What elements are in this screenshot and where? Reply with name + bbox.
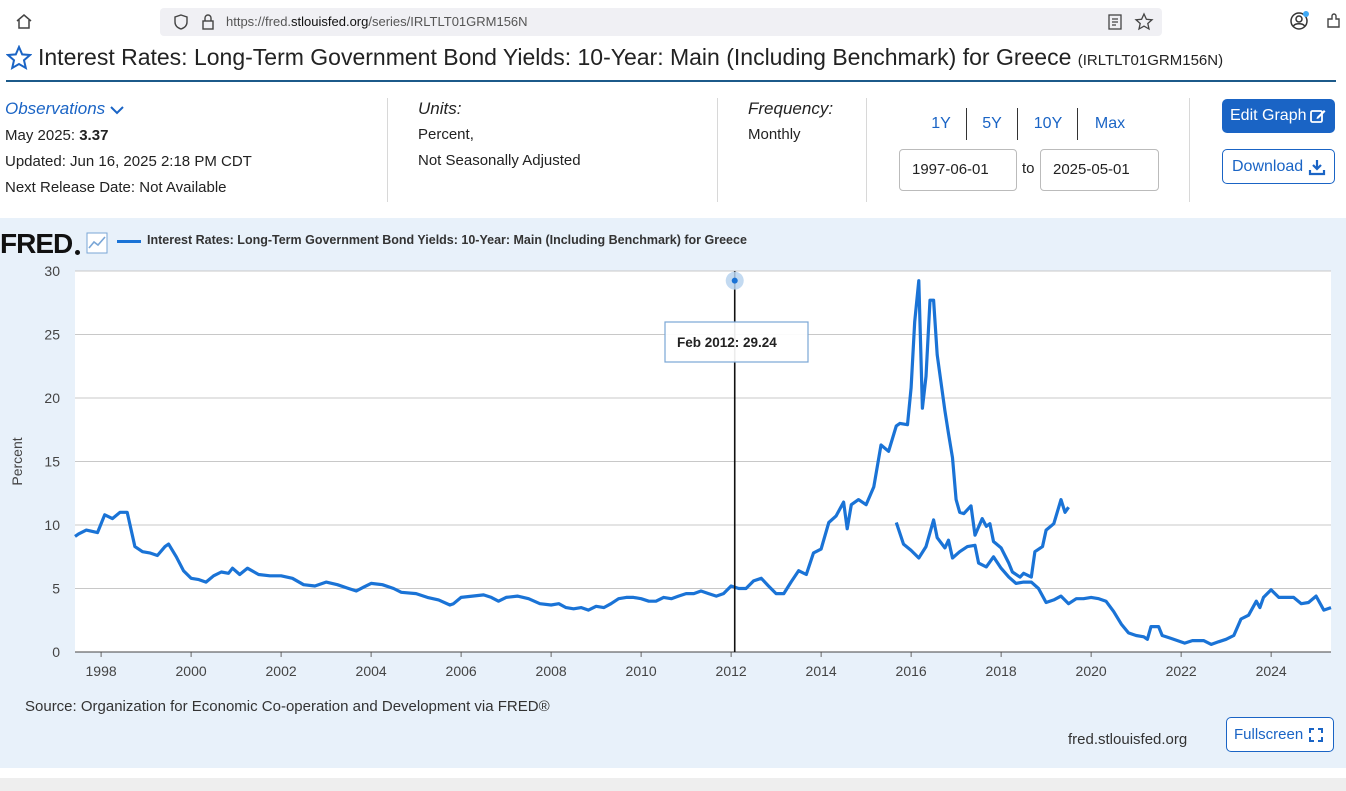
extensions-icon[interactable] (1324, 11, 1344, 31)
x-tick-label: 2024 (1256, 663, 1287, 679)
updated-text: Updated: Jun 16, 2025 2:18 PM CDT (5, 153, 252, 170)
units-label: Units: (418, 99, 462, 118)
divider (866, 98, 867, 202)
graph-panel: FRED Interest Rates: Long-Term Governmen… (0, 218, 1346, 768)
y-tick-label: 0 (52, 644, 60, 660)
y-tick-label: 20 (44, 390, 60, 406)
x-tick-label: 2004 (356, 663, 387, 679)
units-value-2: Not Seasonally Adjusted (418, 152, 581, 169)
hover-point (731, 277, 738, 284)
x-tick-label: 2012 (716, 663, 747, 679)
tooltip-box (664, 321, 809, 363)
source-text: Source: Organization for Economic Co-ope… (25, 698, 550, 715)
page-title: Interest Rates: Long-Term Government Bon… (38, 44, 1223, 71)
range-10y-button[interactable]: 10Y (1033, 115, 1063, 132)
series-title: Interest Rates: Long-Term Government Bon… (38, 44, 1072, 70)
divider (1189, 98, 1190, 202)
frequency-label: Frequency: (748, 99, 834, 118)
download-icon (1308, 160, 1326, 176)
y-axis-label: Percent (9, 437, 25, 485)
x-tick-label: 1998 (86, 663, 117, 679)
bookmark-star-icon[interactable] (1134, 12, 1154, 32)
shield-icon[interactable] (172, 13, 190, 31)
series-line (74, 279, 1070, 612)
start-date-input[interactable]: 1997-06-01 (899, 149, 1017, 191)
observations-toggle[interactable]: Observations (5, 96, 252, 123)
fullscreen-label: Fullscreen (1234, 726, 1304, 743)
y-tick-label: 25 (44, 327, 60, 343)
observation-date: May 2025: (5, 127, 76, 144)
lock-icon[interactable] (200, 13, 216, 31)
range-1y-button[interactable]: 1Y (931, 115, 951, 132)
divider (717, 98, 718, 202)
url-domain: stlouisfed.org (291, 14, 369, 29)
observation-value: 3.37 (79, 127, 109, 144)
tooltip-date: Feb 2012: (677, 335, 743, 350)
units-block: Units: Percent, Not Seasonally Adjusted (418, 96, 581, 174)
url-path: /series/IRLTLT01GRM156N (368, 14, 528, 29)
account-icon[interactable] (1288, 10, 1310, 32)
url-bar[interactable]: https://fred.stlouisfed.org/series/IRLTL… (160, 8, 1162, 36)
y-tick-label: 10 (44, 517, 60, 533)
series-title-row: Interest Rates: Long-Term Government Bon… (6, 42, 1336, 82)
x-tick-label: 2002 (266, 663, 297, 679)
edit-graph-button[interactable]: Edit Graph (1222, 99, 1335, 133)
home-icon[interactable] (14, 12, 34, 32)
favorite-star-icon[interactable] (6, 45, 32, 71)
legend-swatch (117, 240, 141, 243)
range-5y-button[interactable]: 5Y (982, 115, 1002, 132)
fullscreen-icon (1309, 728, 1324, 743)
y-tick-label: 30 (44, 263, 60, 279)
url-text[interactable]: https://fred.stlouisfed.org/series/IRLTL… (226, 14, 528, 29)
edit-icon (1310, 110, 1326, 123)
chart-trend-icon (86, 232, 108, 254)
edit-graph-label: Edit Graph (1230, 107, 1307, 124)
x-tick-label: 2006 (446, 663, 477, 679)
range-max-button[interactable]: Max (1094, 115, 1126, 132)
y-tick-label: 5 (52, 581, 60, 597)
download-button[interactable]: Download (1222, 149, 1335, 184)
x-tick-label: 2018 (986, 663, 1017, 679)
x-tick-label: 2014 (806, 663, 837, 679)
to-label: to (1022, 160, 1035, 177)
series-line (894, 518, 1332, 646)
reader-view-icon[interactable] (1106, 13, 1124, 31)
x-tick-label: 2020 (1076, 663, 1107, 679)
url-prefix: https://fred. (226, 14, 292, 29)
frequency-block: Frequency: Monthly (748, 96, 833, 148)
series-code: (IRLTLT01GRM156N) (1077, 52, 1224, 69)
legend-label: Interest Rates: Long-Term Government Bon… (147, 233, 747, 247)
browser-toolbar: https://fred.stlouisfed.org/series/IRLTL… (0, 0, 1346, 44)
observations-label[interactable]: Observations (5, 99, 106, 118)
range-separator (1017, 108, 1018, 140)
tooltip-text: Feb 2012: 29.24 (677, 335, 777, 350)
x-tick-label: 2022 (1166, 663, 1197, 679)
fred-logo: FRED (0, 228, 73, 259)
range-separator (966, 108, 967, 140)
download-label: Download (1232, 158, 1304, 175)
y-tick-label: 15 (44, 454, 60, 470)
next-release-text: Next Release Date: Not Available (5, 179, 227, 196)
x-tick-label: 2000 (176, 663, 207, 679)
x-tick-label: 2008 (536, 663, 567, 679)
line-chart[interactable]: 0 5 10 15 20 25 30 1998 2000 2002 2004 2006 2008 2010… (0, 218, 1346, 688)
tooltip-value: 29.24 (743, 335, 777, 350)
fullscreen-button[interactable]: Fullscreen (1226, 717, 1334, 752)
divider (387, 98, 388, 202)
frequency-value: Monthly (748, 126, 801, 143)
page-bottom-strip (0, 778, 1346, 791)
latest-observation: May 2025: 3.37 (5, 123, 252, 149)
range-separator (1077, 108, 1078, 140)
end-date-input[interactable]: 2025-05-01 (1040, 149, 1159, 191)
fred-logo-dot (75, 250, 80, 255)
units-value-1: Percent, (418, 126, 474, 143)
x-tick-label: 2016 (896, 663, 927, 679)
chevron-down-icon[interactable] (109, 104, 125, 116)
fred-url-text: fred.stlouisfed.org (1068, 731, 1188, 748)
x-tick-label: 2010 (626, 663, 657, 679)
observations-block: Observations May 2025: 3.37 Updated: Jun… (5, 96, 252, 201)
